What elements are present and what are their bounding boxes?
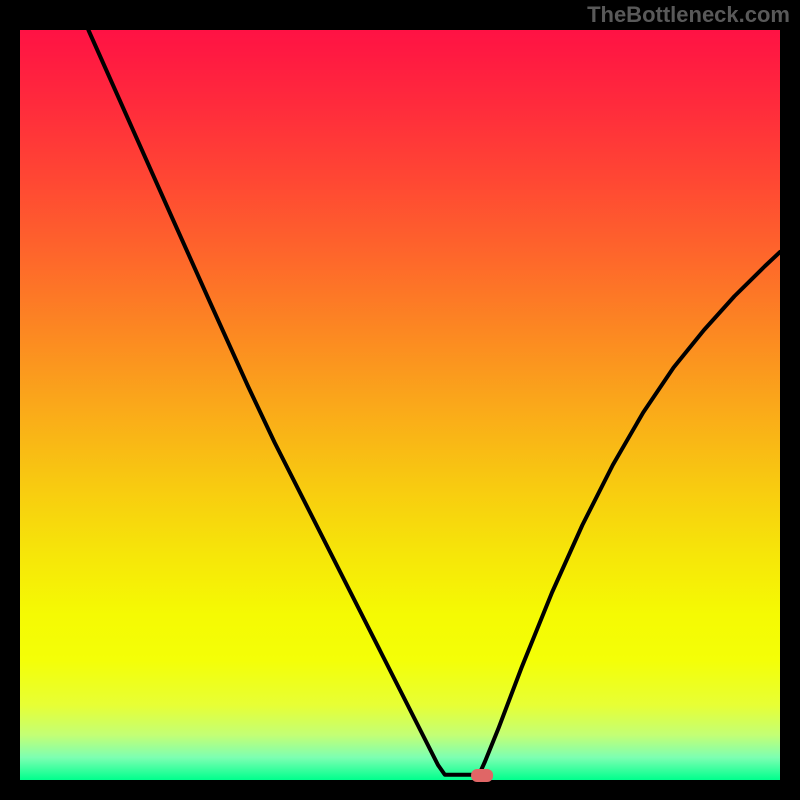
bottleneck-chart [0,0,800,800]
optimal-point-marker [471,769,493,782]
watermark-text: TheBottleneck.com [587,2,790,28]
plot-background [20,30,780,780]
